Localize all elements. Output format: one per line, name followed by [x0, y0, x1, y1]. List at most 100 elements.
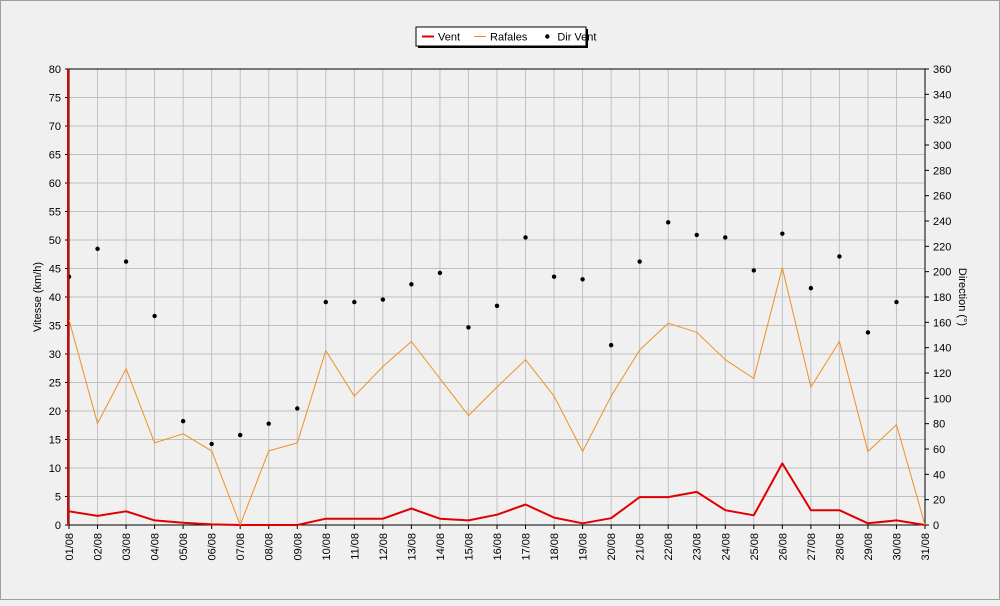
y-tick-label: 45 [49, 264, 61, 276]
data-point-dir-vent [495, 304, 499, 308]
data-point-dir-vent [894, 300, 898, 304]
x-tick-label: 10/08 [321, 533, 333, 561]
y-axis-label: Vitesse (km/h) [32, 262, 44, 332]
legend-label-vent: Vent [438, 32, 460, 44]
y-tick-label: 80 [49, 64, 61, 76]
data-point-dir-vent [780, 231, 784, 235]
x-tick-label: 13/08 [406, 533, 418, 561]
y2-tick-label: 300 [933, 140, 951, 152]
y2-tick-label: 140 [933, 343, 951, 355]
y-tick-label: 50 [49, 235, 61, 247]
x-tick-label: 01/08 [64, 533, 76, 561]
y-tick-label: 40 [49, 292, 61, 304]
y-tick-label: 5 [55, 492, 61, 504]
y-tick-label: 25 [49, 378, 61, 390]
data-point-dir-vent [809, 286, 813, 290]
y-tick-label: 10 [49, 463, 61, 475]
data-point-dir-vent [352, 300, 356, 304]
y-tick-label: 30 [49, 349, 61, 361]
y2-tick-label: 60 [933, 444, 945, 456]
x-tick-label: 24/08 [720, 533, 732, 561]
y2-tick-label: 160 [933, 317, 951, 329]
x-tick-label: 03/08 [121, 533, 133, 561]
x-tick-label: 27/08 [806, 533, 818, 561]
data-point-dir-vent [723, 235, 727, 239]
x-tick-label: 05/08 [178, 533, 190, 561]
y2-tick-label: 320 [933, 115, 951, 127]
data-point-dir-vent [666, 220, 670, 224]
y-tick-label: 15 [49, 435, 61, 447]
x-tick-label: 30/08 [891, 533, 903, 561]
y2-tick-label: 80 [933, 419, 945, 431]
data-point-dir-vent [95, 247, 99, 251]
y-tick-label: 55 [49, 207, 61, 219]
data-point-dir-vent [752, 268, 756, 272]
y2-tick-label: 180 [933, 292, 951, 304]
x-tick-label: 15/08 [463, 533, 475, 561]
x-tick-label: 07/08 [235, 533, 247, 561]
legend-label-rafales: Rafales [490, 32, 528, 44]
data-point-dir-vent [695, 233, 699, 237]
x-tick-label: 14/08 [435, 533, 447, 561]
data-point-dir-vent [466, 325, 470, 329]
x-tick-label: 23/08 [692, 533, 704, 561]
legend-swatch-dir-vent [545, 34, 549, 38]
data-point-dir-vent [552, 275, 556, 279]
data-point-dir-vent [580, 277, 584, 281]
y2-tick-label: 340 [933, 89, 951, 101]
x-tick-label: 12/08 [378, 533, 390, 561]
data-point-dir-vent [438, 271, 442, 275]
y-tick-label: 35 [49, 321, 61, 333]
data-point-dir-vent [409, 282, 413, 286]
data-point-dir-vent [124, 259, 128, 263]
y-tick-label: 75 [49, 93, 61, 105]
x-tick-label: 19/08 [578, 533, 590, 561]
y2-tick-label: 100 [933, 393, 951, 405]
data-point-dir-vent [267, 421, 271, 425]
y-tick-label: 70 [49, 121, 61, 133]
x-tick-label: 11/08 [349, 533, 361, 560]
x-tick-label: 25/08 [749, 533, 761, 561]
legend-label-dir-vent: Dir Vent [557, 32, 596, 44]
y2-tick-label: 40 [933, 469, 945, 481]
x-tick-label: 04/08 [150, 533, 162, 561]
y2-tick-label: 240 [933, 216, 951, 228]
data-point-dir-vent [866, 330, 870, 334]
y2-tick-label: 0 [933, 520, 939, 532]
y2-tick-label: 280 [933, 165, 951, 177]
data-point-dir-vent [209, 442, 213, 446]
data-point-dir-vent [152, 314, 156, 318]
y2-tick-label: 200 [933, 267, 951, 279]
y2-tick-label: 360 [933, 64, 951, 76]
y-tick-label: 0 [55, 520, 61, 532]
y-tick-label: 65 [49, 150, 61, 162]
data-point-dir-vent [837, 254, 841, 258]
y2-tick-label: 20 [933, 495, 945, 507]
x-tick-label: 28/08 [834, 533, 846, 561]
y2-tick-label: 120 [933, 368, 951, 380]
y2-tick-label: 260 [933, 191, 951, 203]
x-tick-label: 08/08 [264, 533, 276, 561]
x-tick-label: 17/08 [521, 533, 533, 561]
x-tick-label: 26/08 [777, 533, 789, 561]
y2-tick-label: 220 [933, 241, 951, 253]
data-point-dir-vent [295, 406, 299, 410]
data-point-dir-vent [523, 235, 527, 239]
y2-axis-label: Direction (°) [956, 268, 968, 326]
x-tick-label: 02/08 [93, 533, 105, 561]
data-point-dir-vent [238, 433, 242, 437]
data-point-dir-vent [609, 343, 613, 347]
x-tick-label: 20/08 [606, 533, 618, 561]
data-point-dir-vent [324, 300, 328, 304]
x-tick-label: 16/08 [492, 533, 504, 561]
y-tick-label: 60 [49, 178, 61, 190]
x-tick-label: 22/08 [663, 533, 675, 561]
x-tick-label: 29/08 [863, 533, 875, 561]
x-tick-label: 31/08 [920, 533, 932, 561]
x-tick-label: 09/08 [292, 533, 304, 561]
data-point-dir-vent [637, 259, 641, 263]
data-point-dir-vent [181, 419, 185, 423]
data-point-dir-vent [381, 297, 385, 301]
